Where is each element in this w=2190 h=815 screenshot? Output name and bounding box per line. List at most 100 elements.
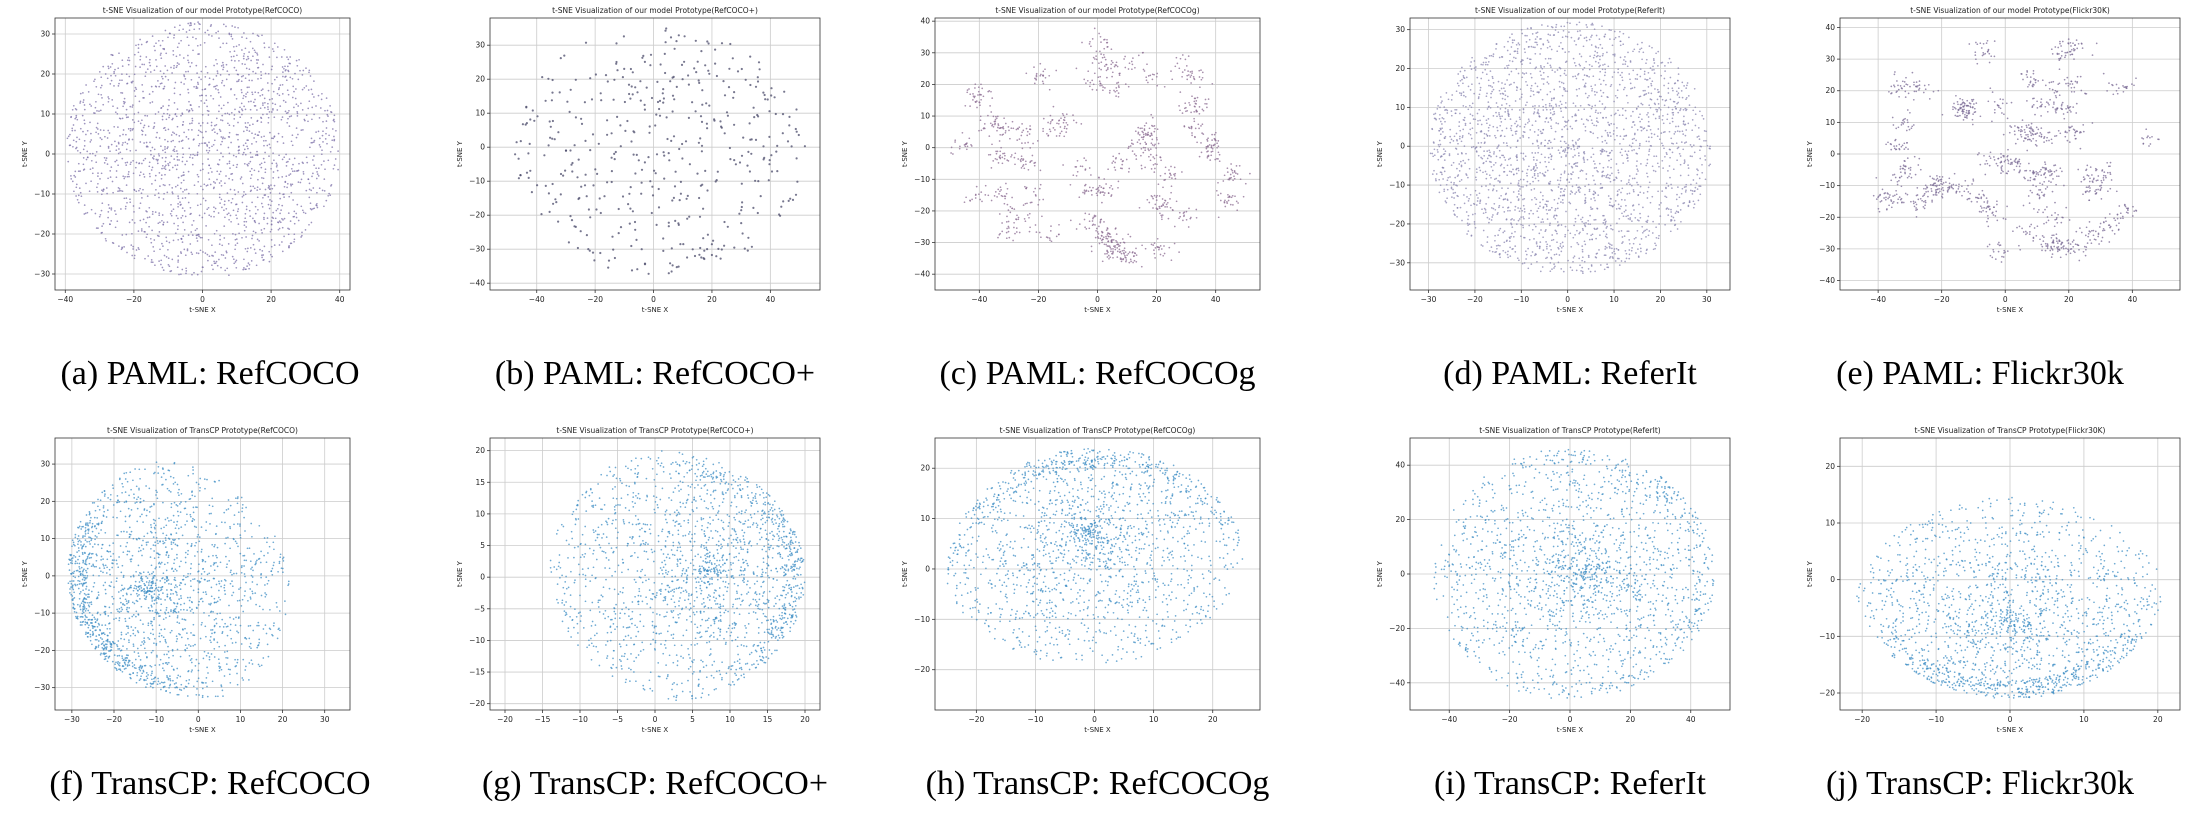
data-point (1502, 249, 1505, 252)
data-point (628, 222, 631, 225)
data-point (1144, 247, 1147, 250)
data-point (1078, 196, 1081, 199)
data-point (681, 142, 684, 146)
data-point (287, 117, 289, 120)
data-point (174, 185, 177, 188)
data-point (1542, 43, 1545, 45)
data-point (1581, 220, 1584, 223)
data-point (693, 67, 696, 70)
data-point (191, 117, 194, 120)
data-point (1111, 238, 1113, 241)
data-point (1580, 169, 1583, 172)
data-point (589, 77, 592, 80)
data-point (82, 99, 85, 101)
data-point (218, 110, 220, 113)
data-point (1631, 126, 1633, 128)
x-tick-label: 40 (1211, 295, 1221, 304)
data-point (280, 209, 282, 211)
data-point (1108, 235, 1110, 238)
data-point (1121, 160, 1124, 163)
data-point (155, 59, 157, 61)
data-point (1600, 83, 1602, 86)
data-point (308, 69, 311, 72)
data-point (233, 189, 236, 191)
data-point (1216, 142, 1218, 145)
data-point (1522, 224, 1524, 227)
data-point (1504, 98, 1506, 101)
data-point (279, 212, 281, 215)
data-point (146, 145, 149, 148)
data-point (279, 221, 282, 224)
data-point (1609, 201, 1611, 204)
data-point (1588, 104, 1591, 107)
data-point (169, 161, 171, 164)
data-point (180, 252, 183, 255)
data-point (292, 199, 294, 201)
data-point (83, 122, 86, 125)
data-point (142, 90, 144, 93)
data-point (165, 52, 168, 55)
data-point (1603, 74, 1606, 77)
data-point (98, 71, 101, 73)
data-point (1632, 189, 1635, 191)
data-point (1084, 226, 1086, 229)
data-point (267, 108, 269, 111)
data-point (794, 193, 798, 196)
data-point (259, 248, 261, 251)
data-point (1185, 218, 1188, 221)
data-point (117, 152, 120, 155)
data-point (176, 64, 178, 67)
data-point (154, 211, 157, 213)
data-point (1179, 91, 1182, 93)
data-point (173, 36, 175, 39)
data-point (1553, 97, 1555, 100)
data-point (98, 215, 101, 218)
data-point (272, 152, 274, 155)
data-point (1606, 225, 1608, 228)
data-point (66, 137, 69, 140)
data-point (1091, 62, 1094, 64)
data-point (222, 136, 224, 139)
data-point (144, 114, 146, 117)
data-point (1124, 55, 1126, 58)
data-point (184, 215, 187, 218)
data-point (253, 248, 256, 251)
data-point (989, 122, 992, 125)
data-point (1178, 251, 1180, 253)
data-point (533, 119, 536, 122)
data-point (1109, 89, 1111, 92)
data-point (1049, 130, 1052, 133)
data-point (150, 261, 153, 263)
data-point (145, 221, 147, 224)
data-point (1582, 45, 1585, 48)
data-point (268, 250, 271, 253)
data-point (1592, 160, 1595, 163)
data-point (107, 96, 110, 98)
data-point (177, 259, 180, 262)
data-point (82, 148, 85, 151)
data-point (1159, 174, 1162, 177)
data-point (1193, 100, 1196, 103)
data-point (163, 48, 166, 51)
data-point (1227, 199, 1230, 202)
data-point (296, 203, 299, 206)
data-point (1236, 209, 1239, 212)
data-point (126, 175, 129, 178)
data-point (138, 189, 140, 192)
data-point (1151, 195, 1154, 198)
data-point (1438, 178, 1441, 181)
data-point (1157, 183, 1160, 186)
data-point (1519, 118, 1521, 121)
data-point (250, 260, 253, 262)
data-point (1536, 159, 1538, 161)
data-point (180, 203, 182, 206)
data-point (257, 170, 260, 173)
data-point (517, 157, 520, 160)
data-point (1509, 53, 1512, 56)
data-point (573, 225, 576, 228)
data-point (1456, 175, 1459, 177)
data-point (1215, 189, 1218, 192)
data-point (1055, 135, 1058, 137)
data-point (1523, 131, 1526, 134)
data-point (110, 166, 113, 168)
